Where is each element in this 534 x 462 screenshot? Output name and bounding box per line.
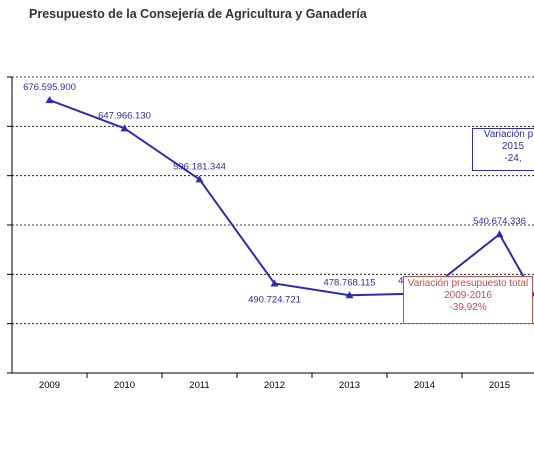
- x-tick-labels: 20092010201120122013201420152016: [39, 380, 510, 391]
- annotation-blue-line-3: -24,: [504, 153, 522, 164]
- data-point-marker: [195, 175, 204, 183]
- x-tick-label: 2010: [114, 380, 135, 391]
- annotation-red-line-2: 2009-2016: [444, 290, 492, 301]
- data-point-marker: [495, 230, 504, 238]
- x-tick-label: 2009: [39, 380, 60, 391]
- data-point-marker: [120, 124, 129, 132]
- annotation-variation-total: Variación presupuesto total 2009-2016 -3…: [403, 276, 533, 324]
- data-label: 478.768.115: [323, 277, 375, 288]
- series-layer: [45, 96, 534, 299]
- data-point-marker: [270, 279, 279, 287]
- annotation-variation-2015: Variación pre 2015 -24,: [472, 128, 534, 171]
- annotation-blue-line-1: Variación pre: [483, 129, 534, 140]
- chart-title: Presupuesto de la Consejería de Agricult…: [29, 7, 367, 21]
- data-label: 647.966.130: [98, 110, 151, 121]
- x-tick-label: 2012: [264, 380, 285, 391]
- data-point-marker: [345, 291, 354, 299]
- x-tick-label: 2013: [339, 380, 360, 391]
- series-line: [49, 99, 534, 298]
- data-label: 540.674.336: [473, 216, 526, 227]
- annotation-blue-line-2: 2015: [501, 141, 525, 152]
- x-tick-label: 2015: [489, 380, 510, 391]
- x-tick-label: 2011: [189, 380, 209, 391]
- annotation-red-line-3: -39,92%: [449, 302, 487, 313]
- data-label: 676.595.900: [23, 82, 76, 93]
- data-label: 490.724.721: [248, 294, 301, 305]
- x-tick-label: 2014: [414, 380, 435, 391]
- gridlines: [12, 76, 534, 325]
- data-label: 596.181.344: [173, 161, 226, 172]
- annotation-red-line-1: Variación presupuesto total: [407, 278, 529, 289]
- axes: [7, 76, 534, 378]
- data-point-marker: [45, 96, 54, 104]
